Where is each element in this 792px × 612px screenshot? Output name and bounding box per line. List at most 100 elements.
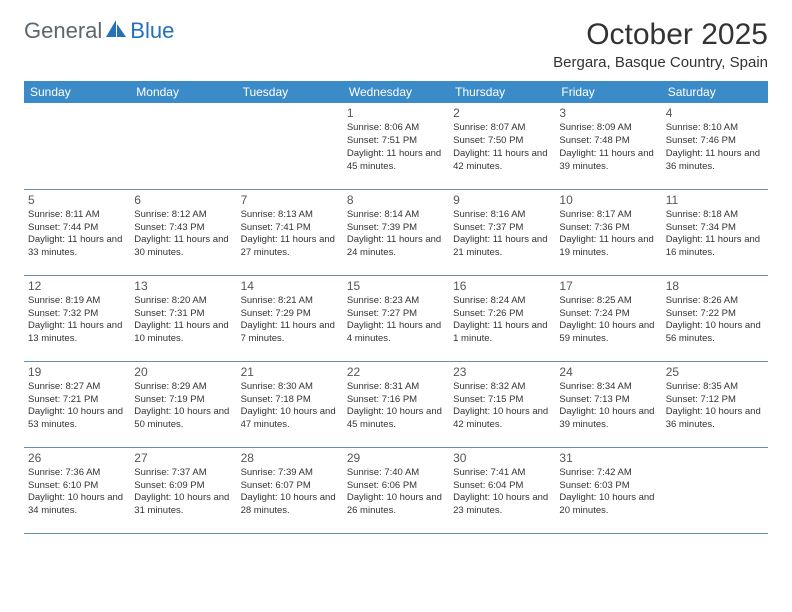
sunset-line: Sunset: 6:03 PM [559,480,657,493]
sunrise-line: Sunrise: 8:25 AM [559,295,657,308]
daylight-line: Daylight: 10 hours and 59 minutes. [559,320,657,346]
calendar-cell: 21Sunrise: 8:30 AMSunset: 7:18 PMDayligh… [237,361,343,447]
day-number: 22 [347,364,445,380]
daylight-line: Daylight: 11 hours and 42 minutes. [453,148,551,174]
daylight-line: Daylight: 10 hours and 36 minutes. [666,406,764,432]
day-number: 16 [453,278,551,294]
sunset-line: Sunset: 7:21 PM [28,394,126,407]
day-number: 18 [666,278,764,294]
calendar-cell: 18Sunrise: 8:26 AMSunset: 7:22 PMDayligh… [662,275,768,361]
sunrise-line: Sunrise: 8:29 AM [134,381,232,394]
calendar-header: SundayMondayTuesdayWednesdayThursdayFrid… [24,81,768,103]
calendar-cell: 17Sunrise: 8:25 AMSunset: 7:24 PMDayligh… [555,275,661,361]
calendar-cell: 9Sunrise: 8:16 AMSunset: 7:37 PMDaylight… [449,189,555,275]
sunset-line: Sunset: 6:06 PM [347,480,445,493]
sunrise-line: Sunrise: 8:10 AM [666,122,764,135]
calendar-cell: 25Sunrise: 8:35 AMSunset: 7:12 PMDayligh… [662,361,768,447]
day-number: 4 [666,105,764,121]
daylight-line: Daylight: 10 hours and 47 minutes. [241,406,339,432]
weekday-header: Friday [555,81,661,103]
calendar-cell: 7Sunrise: 8:13 AMSunset: 7:41 PMDaylight… [237,189,343,275]
calendar-cell: 16Sunrise: 8:24 AMSunset: 7:26 PMDayligh… [449,275,555,361]
logo: General Blue [24,18,174,44]
sunrise-line: Sunrise: 8:14 AM [347,209,445,222]
sunrise-line: Sunrise: 8:34 AM [559,381,657,394]
calendar-row: 1Sunrise: 8:06 AMSunset: 7:51 PMDaylight… [24,103,768,189]
day-number: 31 [559,450,657,466]
calendar-cell: 19Sunrise: 8:27 AMSunset: 7:21 PMDayligh… [24,361,130,447]
weekday-header: Saturday [662,81,768,103]
calendar-cell: 10Sunrise: 8:17 AMSunset: 7:36 PMDayligh… [555,189,661,275]
sunset-line: Sunset: 6:10 PM [28,480,126,493]
sunset-line: Sunset: 7:22 PM [666,308,764,321]
sunset-line: Sunset: 7:32 PM [28,308,126,321]
daylight-line: Daylight: 10 hours and 45 minutes. [347,406,445,432]
sunrise-line: Sunrise: 8:12 AM [134,209,232,222]
day-number: 6 [134,192,232,208]
daylight-line: Daylight: 10 hours and 34 minutes. [28,492,126,518]
daylight-line: Daylight: 11 hours and 7 minutes. [241,320,339,346]
calendar-cell: 12Sunrise: 8:19 AMSunset: 7:32 PMDayligh… [24,275,130,361]
daylight-line: Daylight: 10 hours and 42 minutes. [453,406,551,432]
calendar-cell: 20Sunrise: 8:29 AMSunset: 7:19 PMDayligh… [130,361,236,447]
day-number: 11 [666,192,764,208]
daylight-line: Daylight: 10 hours and 53 minutes. [28,406,126,432]
sunrise-line: Sunrise: 8:16 AM [453,209,551,222]
sunrise-line: Sunrise: 8:11 AM [28,209,126,222]
daylight-line: Daylight: 10 hours and 23 minutes. [453,492,551,518]
calendar-row: 5Sunrise: 8:11 AMSunset: 7:44 PMDaylight… [24,189,768,275]
calendar-cell: 27Sunrise: 7:37 AMSunset: 6:09 PMDayligh… [130,447,236,533]
calendar-cell: 22Sunrise: 8:31 AMSunset: 7:16 PMDayligh… [343,361,449,447]
sunset-line: Sunset: 7:27 PM [347,308,445,321]
day-number: 15 [347,278,445,294]
day-number: 10 [559,192,657,208]
day-number: 24 [559,364,657,380]
header: General Blue October 2025 Bergara, Basqu… [24,18,768,71]
calendar-cell: 4Sunrise: 8:10 AMSunset: 7:46 PMDaylight… [662,103,768,189]
sunset-line: Sunset: 7:36 PM [559,222,657,235]
sunrise-line: Sunrise: 8:24 AM [453,295,551,308]
calendar-cell: 29Sunrise: 7:40 AMSunset: 6:06 PMDayligh… [343,447,449,533]
daylight-line: Daylight: 11 hours and 30 minutes. [134,234,232,260]
logo-text-general: General [24,18,102,44]
sunset-line: Sunset: 7:50 PM [453,135,551,148]
sunset-line: Sunset: 7:34 PM [666,222,764,235]
day-number: 26 [28,450,126,466]
day-number: 14 [241,278,339,294]
sunset-line: Sunset: 7:16 PM [347,394,445,407]
sunrise-line: Sunrise: 7:37 AM [134,467,232,480]
calendar-cell: 28Sunrise: 7:39 AMSunset: 6:07 PMDayligh… [237,447,343,533]
sunset-line: Sunset: 7:37 PM [453,222,551,235]
daylight-line: Daylight: 10 hours and 56 minutes. [666,320,764,346]
day-number: 13 [134,278,232,294]
daylight-line: Daylight: 10 hours and 26 minutes. [347,492,445,518]
day-number: 8 [347,192,445,208]
sunrise-line: Sunrise: 8:35 AM [666,381,764,394]
sunrise-line: Sunrise: 7:36 AM [28,467,126,480]
daylight-line: Daylight: 10 hours and 31 minutes. [134,492,232,518]
day-number: 29 [347,450,445,466]
sunrise-line: Sunrise: 8:32 AM [453,381,551,394]
sunrise-line: Sunrise: 8:17 AM [559,209,657,222]
sunset-line: Sunset: 7:19 PM [134,394,232,407]
sunset-line: Sunset: 7:43 PM [134,222,232,235]
calendar-table: SundayMondayTuesdayWednesdayThursdayFrid… [24,81,768,534]
day-number: 2 [453,105,551,121]
sunset-line: Sunset: 7:12 PM [666,394,764,407]
daylight-line: Daylight: 11 hours and 1 minute. [453,320,551,346]
sunrise-line: Sunrise: 8:18 AM [666,209,764,222]
day-number: 28 [241,450,339,466]
sunset-line: Sunset: 6:09 PM [134,480,232,493]
calendar-cell: 6Sunrise: 8:12 AMSunset: 7:43 PMDaylight… [130,189,236,275]
sunset-line: Sunset: 7:51 PM [347,135,445,148]
sunset-line: Sunset: 7:39 PM [347,222,445,235]
day-number: 9 [453,192,551,208]
sunrise-line: Sunrise: 8:06 AM [347,122,445,135]
day-number: 20 [134,364,232,380]
weekday-header: Monday [130,81,236,103]
calendar-row: 12Sunrise: 8:19 AMSunset: 7:32 PMDayligh… [24,275,768,361]
calendar-cell: 24Sunrise: 8:34 AMSunset: 7:13 PMDayligh… [555,361,661,447]
calendar-cell: 8Sunrise: 8:14 AMSunset: 7:39 PMDaylight… [343,189,449,275]
sunrise-line: Sunrise: 7:39 AM [241,467,339,480]
calendar-cell: 30Sunrise: 7:41 AMSunset: 6:04 PMDayligh… [449,447,555,533]
